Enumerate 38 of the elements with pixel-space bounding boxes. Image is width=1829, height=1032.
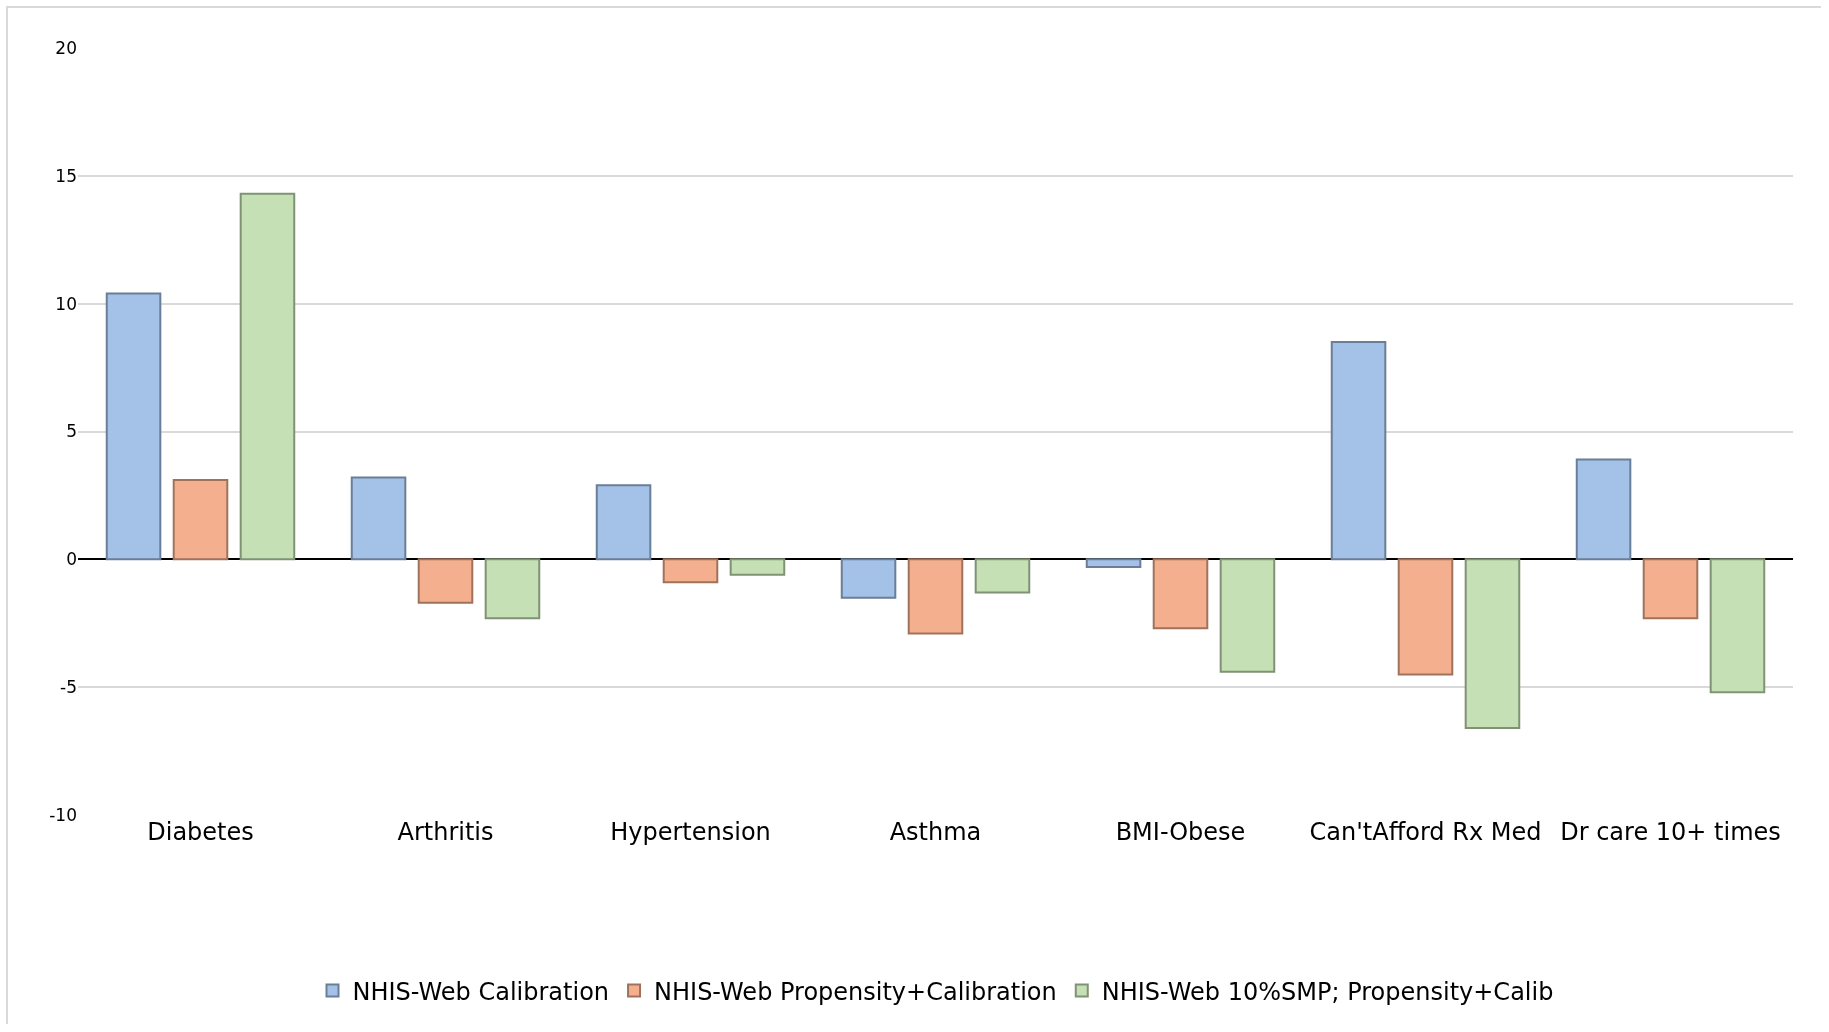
x-tick-label: Arthritis [397,818,494,846]
legend-label: NHIS-Web 10%SMP; Propensity+Calib [1101,977,1554,1006]
y-tick-label: -5 [60,677,77,698]
bar [350,476,407,561]
bar [1575,458,1632,561]
y-tick-label: 15 [55,165,77,186]
bar [1330,341,1387,561]
bar [1085,558,1142,568]
bar [729,558,786,576]
x-tick-label: Hypertension [610,818,771,846]
x-tick-label: Diabetes [147,818,254,846]
bar [974,558,1031,594]
legend-label: NHIS-Web Calibration [352,977,610,1006]
y-tick-label: -10 [49,804,77,825]
bar [840,558,897,599]
x-tick-label: Dr care 10+ times [1560,818,1781,846]
bar [172,479,229,561]
bar [595,484,652,561]
bar [484,558,541,620]
bar [1397,558,1454,676]
bar [417,558,474,604]
bar [1709,558,1766,694]
x-tick-label: Can'tAfford Rx Med [1309,818,1542,846]
x-tick-label: BMI-Obese [1115,818,1246,846]
bar [1642,558,1699,620]
y-tick-label: 20 [55,37,77,58]
y-tick-label: 0 [66,549,77,570]
x-tick-label: Asthma [889,818,982,846]
bar [1464,558,1521,730]
bar [105,292,162,561]
y-tick-label: 10 [55,293,77,314]
bar [662,558,719,584]
y-tick-label: 5 [66,421,77,442]
legend-label: NHIS-Web Propensity+Calibration [654,977,1057,1006]
bar [1219,558,1276,673]
bar [907,558,964,635]
bar [1152,558,1209,630]
bar [239,192,296,561]
